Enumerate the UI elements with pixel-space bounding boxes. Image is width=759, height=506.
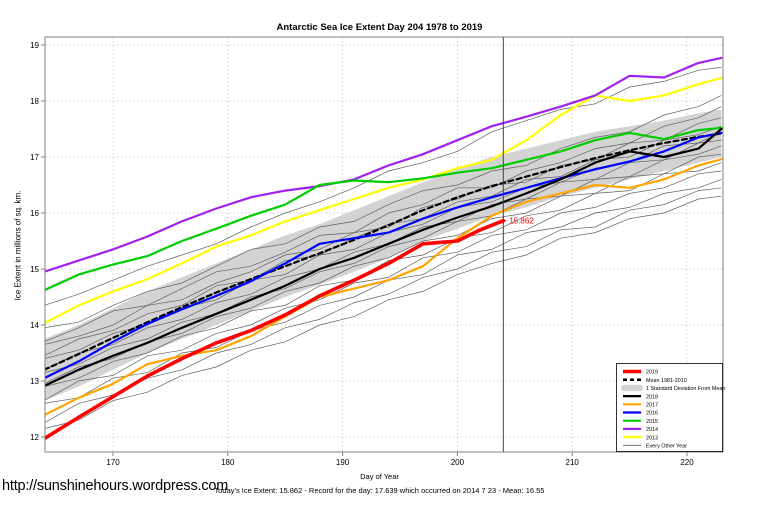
series-2013 [45,76,723,325]
footer-stats: Today's Ice Extent: 15.862 - Record for … [214,486,545,495]
legend-item: 2016 [623,411,658,417]
legend-item: Mean 1981-2010 [623,378,687,384]
legend-item: 2013 [623,435,658,441]
plot-frame [44,36,724,453]
legend-item-label: 2016 [646,411,658,417]
y-tick-label: 19 [30,41,39,50]
legend-box [616,363,723,452]
legend-item-label: 2014 [646,427,658,433]
legend-item-label: 1 Standard Deviation From Mean [646,386,725,392]
x-tick-label: 210 [566,458,580,467]
legend-item: 2019 [623,370,658,376]
y-tick-label: 17 [30,153,39,162]
x-tick-label: 170 [106,458,120,467]
footer-url: http://sunshinehours.wordpress.com [2,478,229,494]
plot-area [45,56,723,441]
axis-ticks: 170 180 190 200 210 220 12 13 14 15 16 17 18 19 [30,41,694,467]
x-tick-label: 220 [680,458,694,467]
legend-item-label: 2013 [646,435,658,441]
legend-item: 2018 [623,394,658,400]
gridlines [45,37,723,452]
series-2015 [45,126,723,292]
x-tick-label: 180 [221,458,235,467]
series-2014 [45,56,723,273]
series-mean-1981-2010 [45,132,723,371]
legend: 2019 Mean 1981-2010 1 Standard Deviation F… [616,363,725,452]
y-tick-label: 13 [30,377,39,386]
today-extent-annotation: 15.862 [500,217,534,226]
legend-item-label: 2015 [646,419,658,425]
y-tick-label: 18 [30,97,39,106]
legend-item-label: 2018 [646,394,658,400]
series-2019 [45,218,506,441]
y-tick-label: 14 [30,321,39,330]
y-tick-label: 12 [30,433,39,442]
legend-item-label: Every Other Year [646,444,687,450]
legend-item: 2015 [623,419,658,425]
y-axis-label: Ice Extent in millions of sq. km. [13,190,23,301]
x-tick-label: 190 [336,458,350,467]
x-tick-label: 200 [451,458,465,467]
series-2018 [45,127,723,387]
series-2016 [45,131,723,379]
chart-title: Antarctic Sea Ice Extent Day 204 1978 to… [276,22,483,33]
legend-item: 1 Standard Deviation From Mean [621,384,725,392]
legend-item: 2017 [623,403,658,409]
y-tick-label: 15 [30,265,39,274]
legend-item-label: Mean 1981-2010 [646,378,687,384]
legend-item: Every Other Year [623,444,687,450]
x-axis-label: Day of Year [360,472,399,481]
legend-item-label: 2017 [646,403,658,409]
series-2017 [45,158,723,416]
y-tick-label: 16 [30,209,39,218]
svg-text:15.862: 15.862 [509,217,534,226]
legend-item-label: 2019 [646,370,658,376]
legend-item: 2014 [623,427,658,433]
